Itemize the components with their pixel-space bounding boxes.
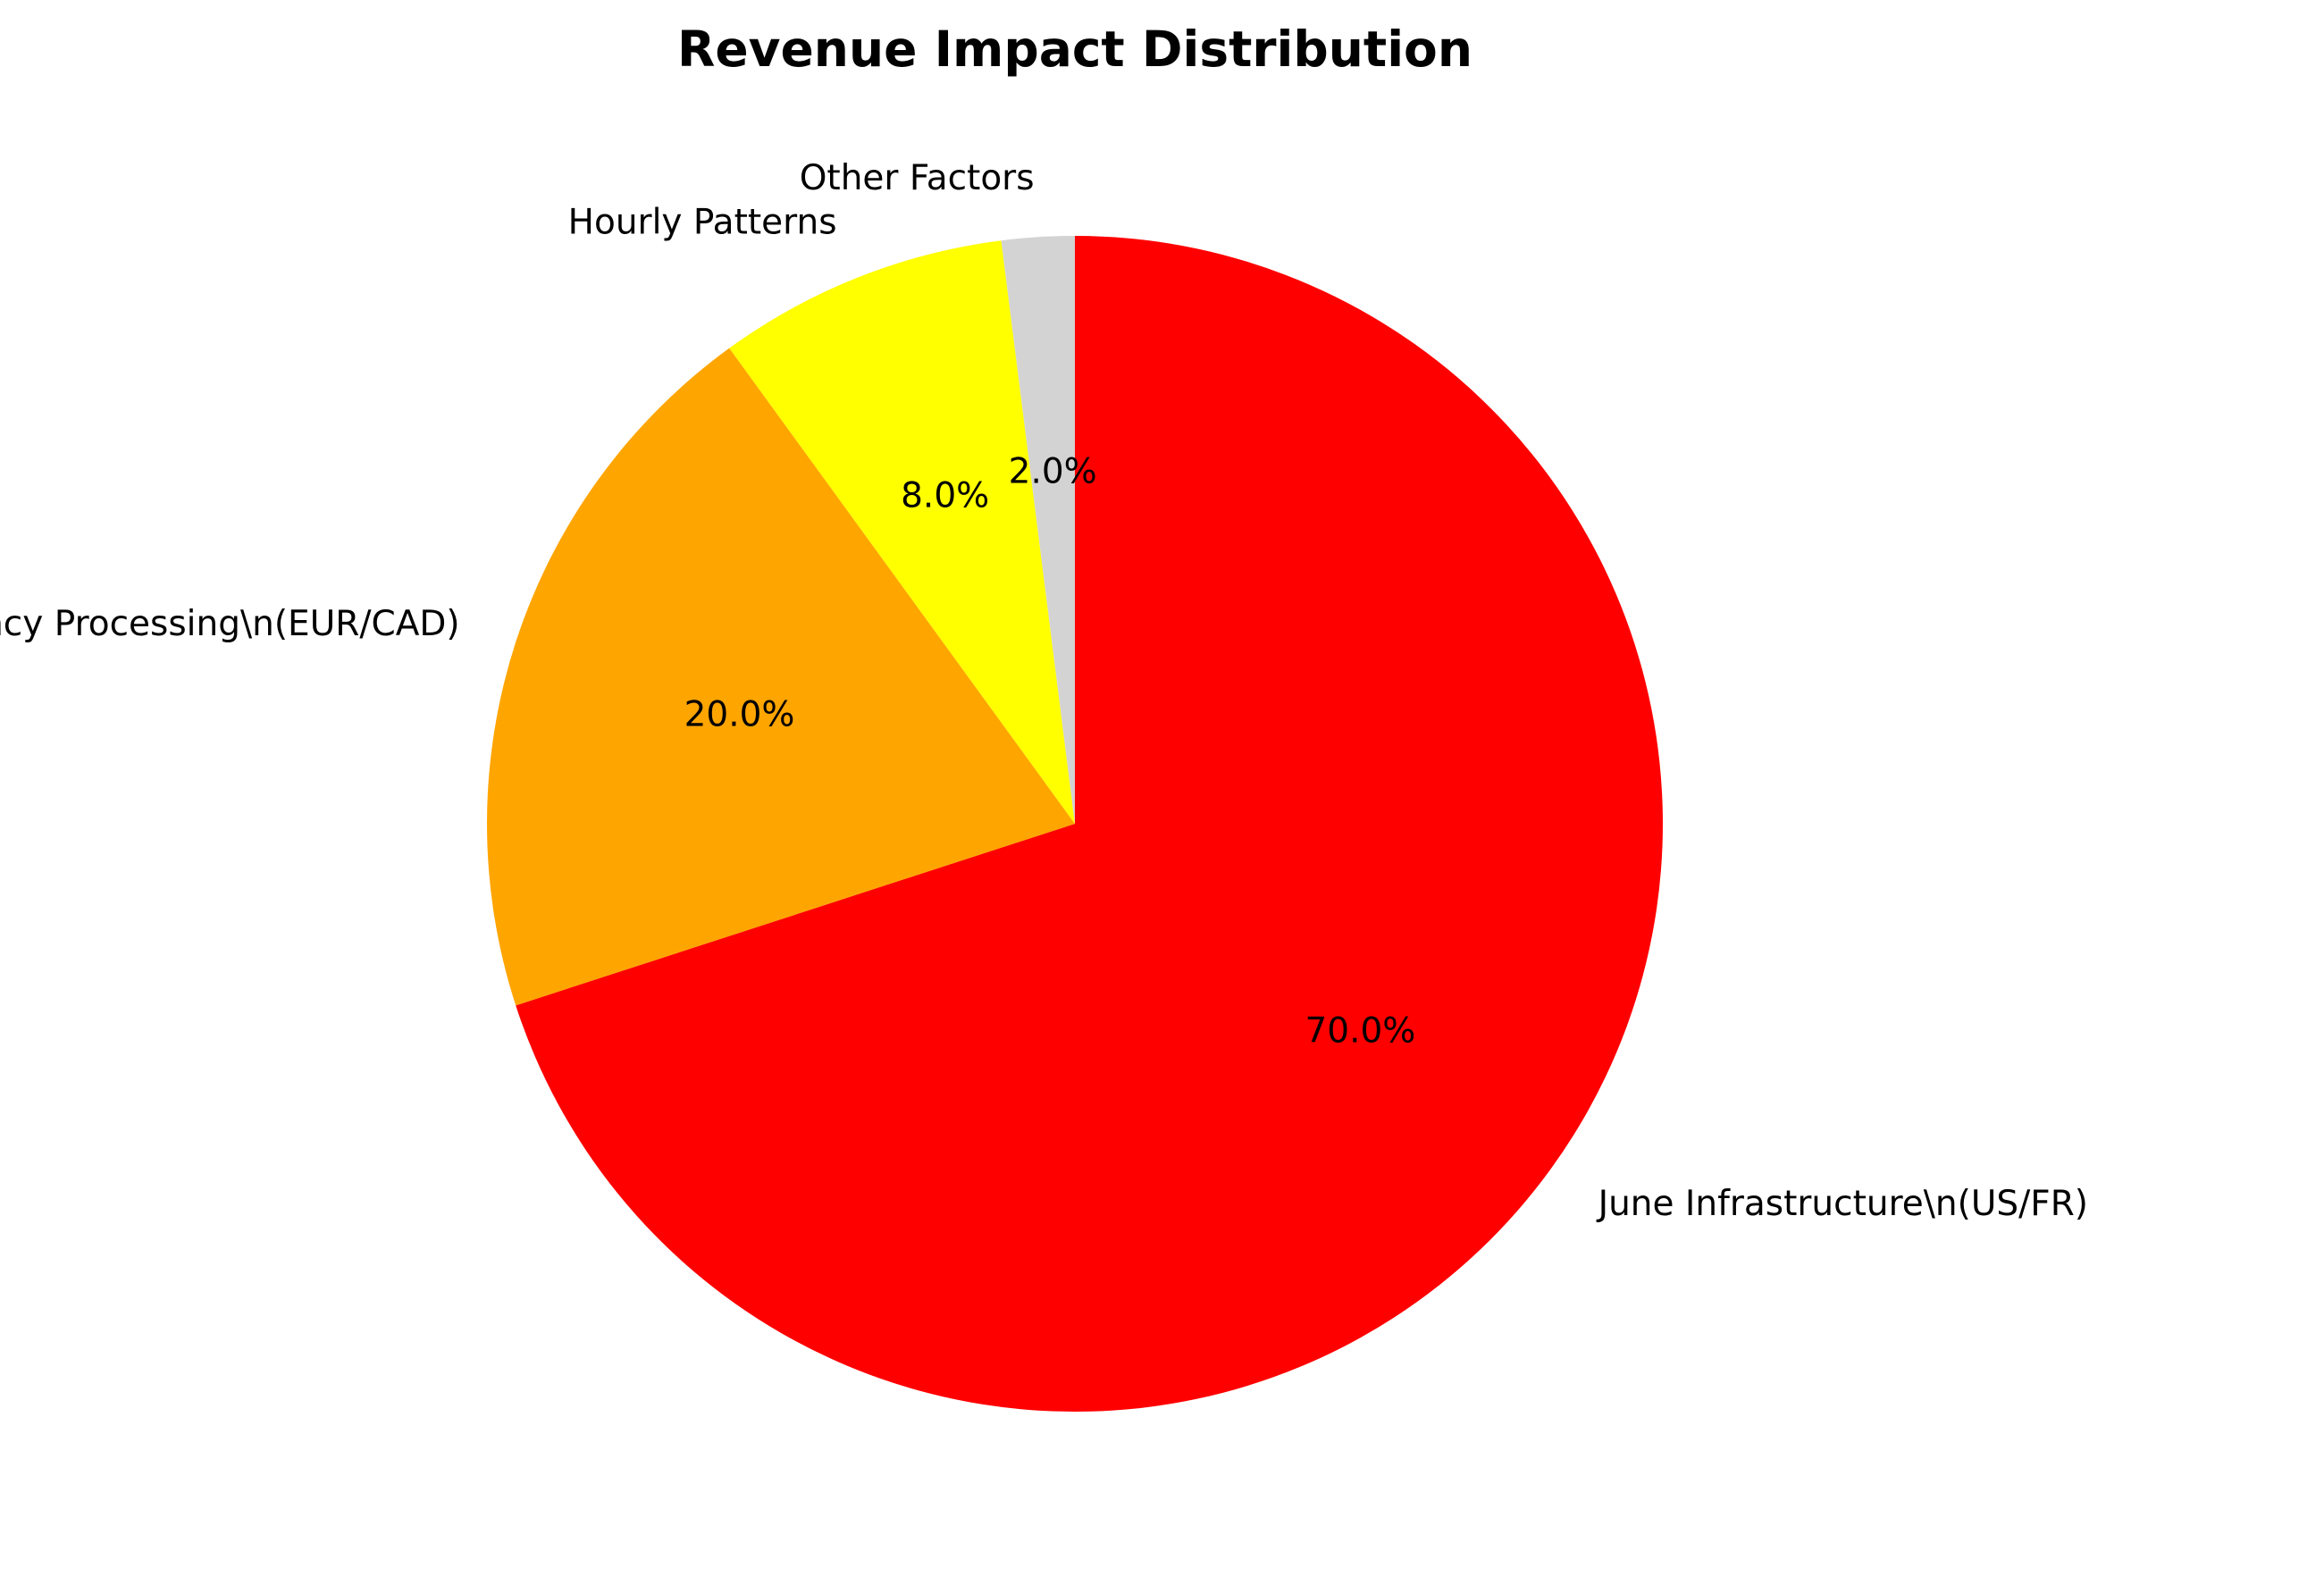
pct-label-june-infrastructure: 70.0% <box>1305 1011 1415 1052</box>
slice-label-hourly-patterns: Hourly Patterns <box>568 203 837 243</box>
pct-label-hourly-patterns: 8.0% <box>901 475 989 516</box>
pie-slice-other-factors <box>1001 236 1075 824</box>
pct-label-currency-processing: 20.0% <box>684 695 795 735</box>
pct-label-other-factors: 2.0% <box>1009 451 1097 491</box>
pie-slice-currency-processing <box>487 348 1075 1006</box>
pie-slice-june-infrastructure <box>516 236 1663 1413</box>
pie-labels: 70.0% June Infrastructure\n(US/FR) 20.0% Cu… <box>0 158 2088 1224</box>
pie-slices <box>487 236 1663 1413</box>
pie-slice-hourly-patterns <box>729 240 1075 824</box>
slice-label-currency-processing: Currency Processing\n(EUR/CAD) <box>0 604 460 644</box>
chart-title: Revenue Impact Distribution <box>677 21 1472 78</box>
slice-label-other-factors: Other Factors <box>800 158 1035 198</box>
slice-label-june-infrastructure: June Infrastructure\n(US/FR) <box>1596 1184 2088 1224</box>
